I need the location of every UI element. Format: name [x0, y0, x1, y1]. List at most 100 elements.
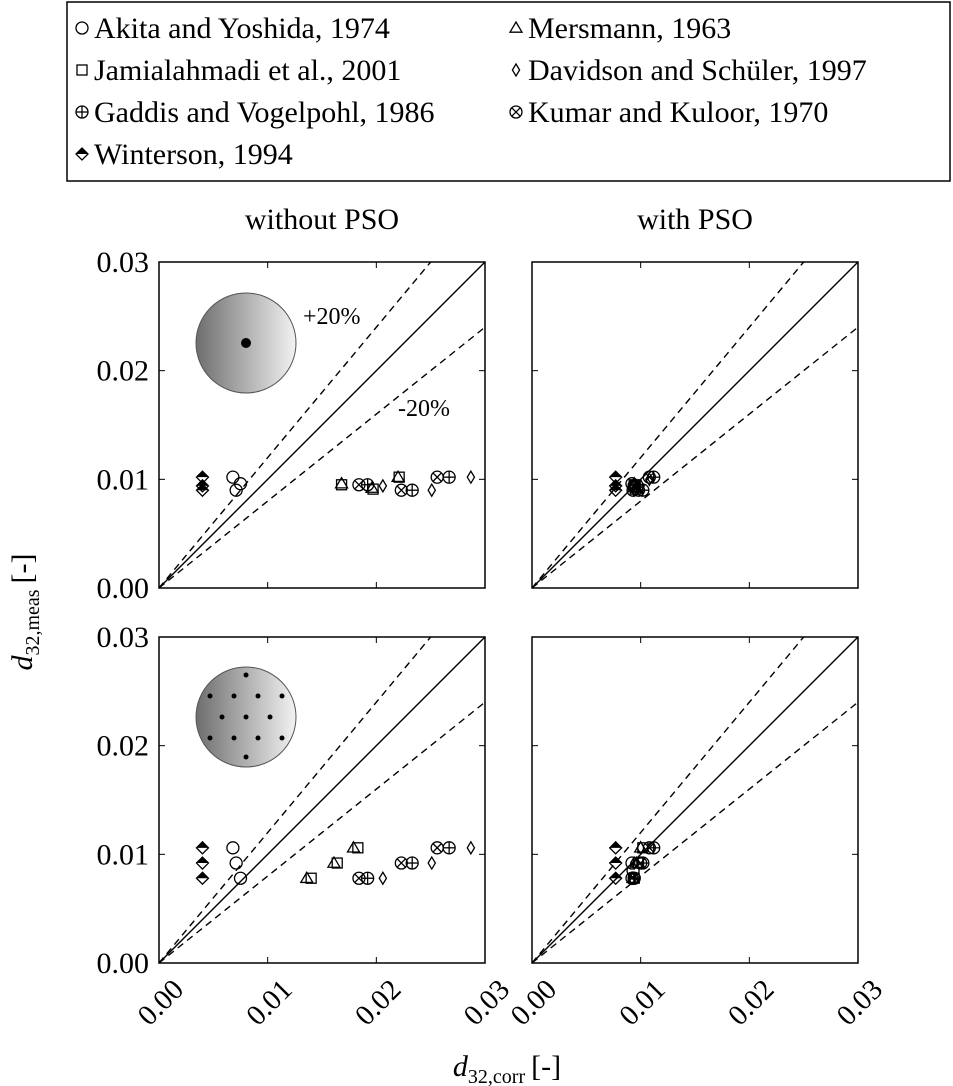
data-point — [442, 841, 456, 855]
data-point — [430, 470, 444, 484]
data-point — [394, 856, 408, 870]
data-point — [233, 871, 248, 885]
data-point — [335, 479, 348, 491]
y-axis-label: d32,meas [-] — [6, 553, 44, 670]
legend-label: Akita and Yoshida, 1974 — [94, 12, 390, 45]
y-tick-label: 0.00 — [97, 572, 150, 605]
data-point — [608, 856, 623, 870]
x-tick-label: 0.01 — [240, 973, 299, 1032]
data-point — [378, 870, 388, 886]
column-title: without PSO — [245, 203, 399, 236]
data-point — [642, 841, 657, 855]
annotation: -20% — [398, 396, 450, 422]
data-point — [608, 478, 623, 493]
data-point — [394, 483, 408, 497]
legend-marker — [511, 62, 521, 78]
x-tick-label: 0.02 — [722, 973, 781, 1032]
reference-line — [531, 261, 805, 589]
label-subscript: 32,meas — [22, 589, 44, 655]
y-tick-label: 0.00 — [97, 947, 150, 980]
y-tick-label: 0.02 — [97, 355, 150, 388]
label-symbol: d — [453, 1050, 469, 1083]
plot-frame — [158, 261, 486, 589]
x-axis-label: d32,corr [-] — [453, 1050, 561, 1086]
reference-line — [158, 261, 486, 589]
legend-label: Jamialahmadi et al., 2001 — [94, 54, 401, 87]
legend-label: Gaddis and Vogelpohl, 1986 — [94, 96, 435, 129]
data-point — [226, 841, 240, 855]
column-title: with PSO — [637, 203, 753, 236]
label-symbol: d — [6, 655, 39, 671]
annotation: +20% — [303, 304, 361, 330]
data-point — [195, 478, 210, 493]
single-hole-plate — [195, 292, 297, 394]
data-point — [390, 469, 406, 483]
data-point — [229, 856, 243, 870]
data-point — [625, 871, 639, 885]
data-point — [352, 842, 364, 854]
legend-marker — [75, 105, 89, 119]
data-point — [195, 840, 210, 855]
data-point — [352, 478, 366, 492]
legend-label: Kumar and Kuloor, 1970 — [528, 96, 828, 129]
data-point — [360, 478, 375, 492]
reference-line — [531, 636, 859, 964]
data-point — [427, 482, 437, 498]
reference-line — [158, 261, 432, 589]
plot-frame — [531, 261, 859, 589]
data-point — [466, 469, 476, 485]
data-point — [305, 872, 317, 884]
reference-line — [158, 636, 486, 964]
plot-frame — [531, 636, 859, 964]
label-subscript: 32,corr — [468, 1066, 526, 1086]
legend-label: Davidson and Schüler, 1997 — [528, 54, 867, 87]
data-point — [364, 480, 380, 493]
data-point — [608, 483, 623, 498]
data-point — [334, 476, 349, 489]
label-unit: [-] — [6, 553, 39, 583]
data-point — [378, 478, 388, 494]
multi-hole-plate — [195, 666, 297, 768]
data-point — [331, 857, 343, 869]
reference-line — [531, 326, 859, 589]
x-tick-label: 0.02 — [349, 973, 408, 1032]
data-point — [352, 871, 366, 885]
reference-line — [531, 701, 859, 964]
data-point — [634, 856, 648, 870]
data-point — [299, 870, 314, 884]
data-point — [195, 871, 210, 886]
legend-marker — [75, 147, 89, 161]
x-tick-label: 0.03 — [831, 973, 890, 1032]
legend-label: Winterson, 1994 — [94, 138, 293, 171]
x-tick-label: 0.01 — [613, 973, 672, 1032]
data-point — [608, 871, 623, 886]
data-point — [442, 470, 456, 484]
reference-line — [158, 701, 486, 964]
reference-line — [158, 636, 432, 964]
legend-label: Mersmann, 1963 — [528, 12, 731, 45]
legend-marker — [509, 105, 523, 119]
data-point — [233, 477, 248, 491]
data-point — [360, 871, 375, 885]
data-point — [229, 483, 243, 497]
data-point — [195, 483, 210, 498]
data-point — [608, 840, 623, 855]
data-point — [226, 470, 240, 484]
legend-marker — [76, 64, 88, 76]
data-point — [631, 483, 646, 497]
y-tick-label: 0.03 — [97, 621, 150, 654]
x-tick-label: 0.03 — [458, 973, 517, 1032]
data-point — [405, 483, 419, 497]
data-point — [430, 841, 444, 855]
y-tick-label: 0.03 — [97, 246, 150, 279]
x-tick-label: 0.00 — [132, 973, 191, 1032]
legend-marker — [75, 21, 89, 35]
y-tick-label: 0.01 — [97, 463, 150, 496]
legend-marker — [508, 20, 524, 33]
data-point — [405, 856, 419, 870]
plot-frame — [158, 636, 486, 964]
data-point — [642, 470, 657, 484]
data-point — [427, 855, 437, 871]
data-point — [346, 840, 361, 853]
